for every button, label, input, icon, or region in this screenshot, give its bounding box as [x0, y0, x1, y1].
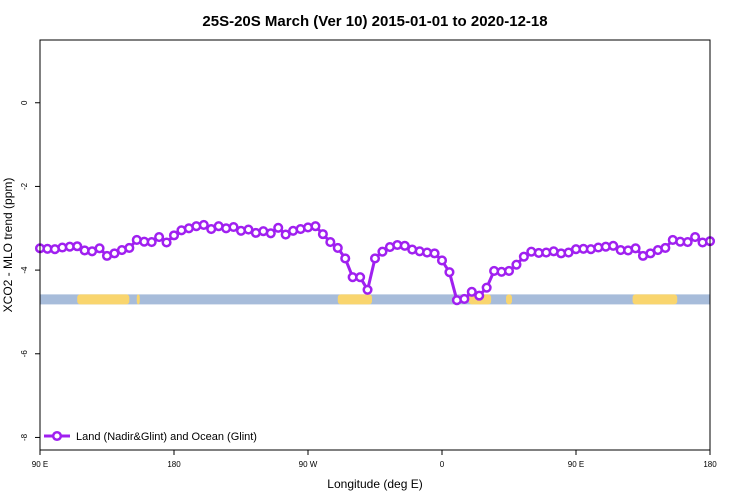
- y-axis-label: XCO2 - MLO trend (ppm): [1, 178, 15, 313]
- data-point: [146, 237, 157, 248]
- data-point: [340, 253, 351, 264]
- series-point-layer: [34, 219, 716, 306]
- data-point: [161, 237, 172, 248]
- data-point: [310, 221, 321, 232]
- x-tick-label: 180: [167, 460, 181, 469]
- x-tick-label: 90 E: [32, 460, 48, 469]
- y-tick-label: -8: [20, 433, 29, 441]
- data-point: [399, 240, 410, 251]
- data-point: [503, 265, 515, 276]
- data-point: [72, 241, 83, 252]
- legend-label: Land (Nadir&Glint) and Ocean (Glint): [76, 431, 257, 443]
- data-point: [280, 229, 291, 240]
- legend-marker: [51, 430, 63, 442]
- data-point: [317, 229, 328, 240]
- data-point: [355, 272, 366, 283]
- land-segment: [136, 294, 140, 305]
- data-point: [474, 290, 485, 301]
- data-point: [682, 237, 693, 248]
- data-point: [429, 248, 440, 259]
- data-point: [481, 282, 492, 293]
- data-point: [690, 232, 701, 243]
- y-axis: 0 -2 -4 -6 -8: [20, 100, 40, 441]
- x-tick-label: 180: [703, 460, 717, 469]
- x-axis-label: Longitude (deg E): [327, 477, 422, 491]
- y-tick-label: -6: [20, 350, 29, 358]
- data-point: [660, 242, 671, 253]
- data-point: [444, 267, 455, 278]
- data-point: [377, 246, 388, 257]
- data-point: [608, 240, 619, 251]
- data-point: [332, 242, 343, 253]
- x-tick-label: 90 E: [568, 460, 584, 469]
- data-point: [630, 243, 641, 254]
- data-point: [154, 232, 165, 243]
- data-point: [369, 253, 381, 264]
- land-segment: [77, 294, 130, 305]
- data-point: [362, 284, 373, 295]
- x-tick-label: 90 W: [299, 460, 318, 469]
- data-point: [273, 222, 284, 233]
- land-segment: [337, 294, 373, 305]
- data-point: [94, 243, 105, 254]
- land-segment: [506, 294, 512, 305]
- land-segment: [632, 294, 678, 305]
- data-point: [466, 286, 477, 297]
- y-tick-label: -4: [20, 266, 29, 274]
- x-tick-label: 0: [440, 460, 445, 469]
- plot-frame: [39, 39, 711, 451]
- x-axis: 90 E 180 90 W 0 90 E 180: [32, 450, 717, 469]
- data-point: [168, 230, 180, 241]
- data-point: [511, 259, 522, 270]
- data-point: [198, 219, 209, 230]
- chart-title: 25S-20S March (Ver 10) 2015-01-01 to 202…: [202, 13, 547, 30]
- data-point: [459, 293, 470, 305]
- data-point: [228, 221, 239, 233]
- legend: Land (Nadir&Glint) and Ocean (Glint): [44, 430, 257, 443]
- data-point: [265, 228, 276, 239]
- y-tick-label: -2: [20, 182, 29, 190]
- land-ocean-bar: [40, 294, 710, 305]
- data-point: [124, 242, 135, 253]
- data-point: [518, 251, 529, 262]
- data-point: [325, 237, 336, 248]
- y-tick-label: 0: [20, 100, 29, 105]
- data-point: [436, 255, 448, 266]
- ocean-bar: [40, 294, 710, 305]
